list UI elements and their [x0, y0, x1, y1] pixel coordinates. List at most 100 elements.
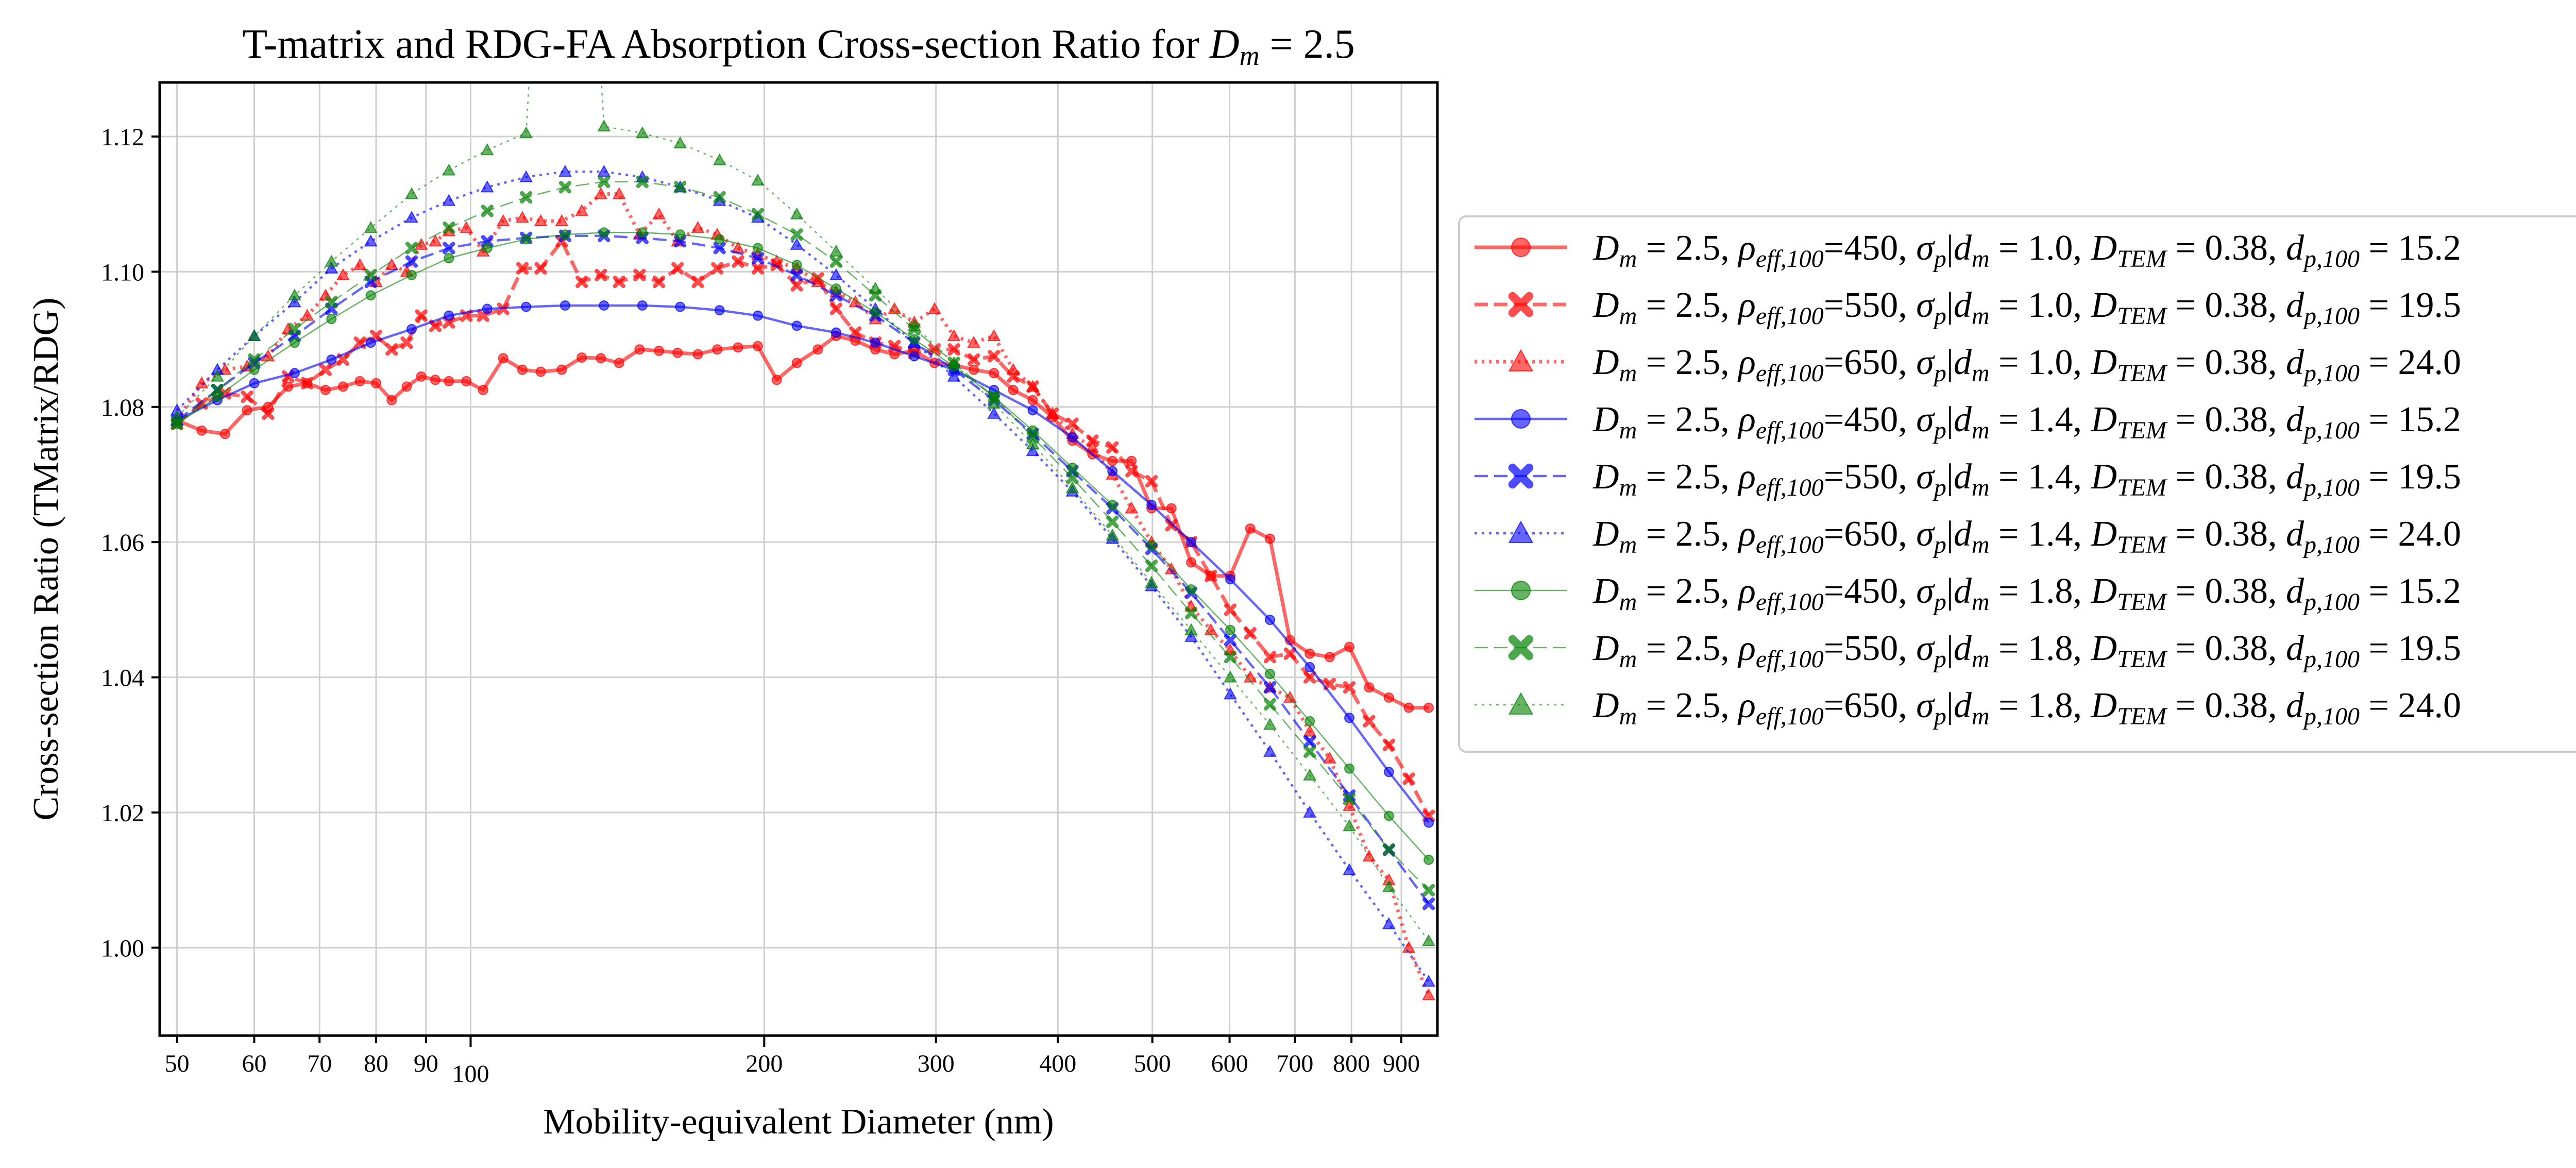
data-point: [365, 337, 376, 348]
y-tick-label: 1.04: [101, 665, 144, 692]
data-point: [1423, 817, 1434, 828]
legend-item-1: Dm = 2.5, ρeff,100=450, σp|dm = 1.0, DTE…: [1475, 228, 2461, 273]
data-point: [385, 343, 398, 356]
y-tick-label: 1.10: [101, 259, 144, 286]
data-point: [196, 425, 207, 436]
data-point: [732, 255, 744, 268]
legend-marker: [1508, 692, 1534, 715]
data-point: [870, 337, 881, 348]
data-point: [791, 260, 802, 270]
data-point: [370, 378, 381, 388]
legend-marker: [1508, 349, 1534, 371]
data-point: [1106, 528, 1120, 541]
data-point: [597, 164, 611, 177]
data-point: [401, 381, 412, 392]
data-point: [325, 255, 338, 267]
data-point: [1323, 751, 1336, 764]
legend-marker: [1511, 409, 1531, 429]
legend-marker: [1511, 238, 1531, 257]
data-point: [1106, 515, 1119, 528]
data-point: [478, 384, 488, 395]
data-point: [386, 395, 397, 405]
data-point: [751, 251, 765, 265]
data-point: [405, 187, 418, 199]
data-point: [675, 229, 686, 240]
data-point: [849, 326, 862, 339]
data-point: [498, 353, 509, 364]
data-point: [634, 344, 645, 355]
data-point: [556, 364, 567, 375]
data-point: [1423, 854, 1434, 865]
legend-label: Dm = 2.5, ρeff,100=650, σp|dm = 1.4, DTE…: [1592, 514, 2461, 558]
data-point: [1107, 500, 1118, 511]
data-point: [1304, 648, 1315, 659]
data-point: [219, 429, 230, 439]
data-point: [364, 268, 377, 282]
data-point: [635, 126, 649, 139]
data-point: [791, 358, 802, 368]
data-point: [987, 407, 1001, 419]
data-point: [1263, 651, 1277, 664]
data-point: [1224, 634, 1237, 647]
data-point: [287, 295, 301, 308]
data-point: [534, 214, 548, 226]
x-tick-label: 800: [1333, 1050, 1370, 1077]
data-point: [406, 269, 417, 280]
data-point: [1303, 745, 1316, 758]
data-point: [652, 207, 666, 219]
data-point: [1343, 863, 1356, 875]
data-point: [597, 119, 611, 132]
data-point: [482, 303, 493, 314]
data-point: [1362, 849, 1376, 862]
x-tick-label: 400: [1039, 1050, 1076, 1077]
x-tick-label: 600: [1211, 1050, 1248, 1077]
data-point: [1364, 682, 1375, 693]
data-point: [713, 191, 726, 204]
data-point: [598, 175, 611, 189]
data-point: [242, 405, 252, 416]
data-point: [712, 344, 723, 355]
data-point: [672, 347, 683, 358]
data-point: [1026, 444, 1040, 456]
data-point: [1263, 744, 1277, 757]
data-point: [301, 377, 314, 390]
data-point: [907, 319, 921, 331]
data-point: [691, 275, 704, 289]
data-point: [987, 396, 1001, 409]
data-point: [460, 221, 473, 233]
data-point: [1324, 652, 1335, 663]
data-point: [555, 214, 569, 226]
data-point: [515, 211, 529, 223]
series-4: [172, 300, 1434, 828]
data-point: [326, 354, 337, 365]
data-point: [1125, 501, 1139, 514]
data-point: [1145, 575, 1159, 588]
y-tick-label: 1.12: [101, 124, 144, 151]
legend: Dm = 2.5, ρeff,100=450, σp|dm = 1.0, DTE…: [1458, 215, 2576, 753]
data-point: [325, 296, 338, 309]
data-point: [1304, 662, 1315, 672]
chart-title: T-matrix and RDG-FA Absorption Cross-sec…: [242, 22, 1355, 71]
data-point: [1422, 988, 1435, 1001]
x-tick-label: 90: [414, 1050, 438, 1077]
data-point: [713, 242, 726, 255]
data-point: [928, 302, 941, 314]
data-point: [1303, 805, 1317, 818]
data-point: [751, 262, 765, 275]
data-point: [1422, 898, 1435, 910]
data-point: [829, 268, 843, 280]
x-tick-label: 900: [1383, 1050, 1420, 1077]
legend-marker: [1508, 520, 1534, 543]
data-point: [1184, 630, 1198, 642]
x-tick-label: 200: [745, 1050, 783, 1077]
data-point: [947, 329, 961, 342]
data-point: [888, 302, 902, 314]
data-point: [442, 194, 456, 206]
data-point: [534, 262, 547, 275]
data-point: [1224, 651, 1237, 664]
legend-item-6: Dm = 2.5, ρeff,100=650, σp|dm = 1.4, DTE…: [1475, 514, 2461, 558]
data-point: [599, 300, 609, 311]
data-point: [1382, 880, 1396, 892]
data-point: [320, 384, 331, 395]
data-point: [1205, 569, 1217, 582]
